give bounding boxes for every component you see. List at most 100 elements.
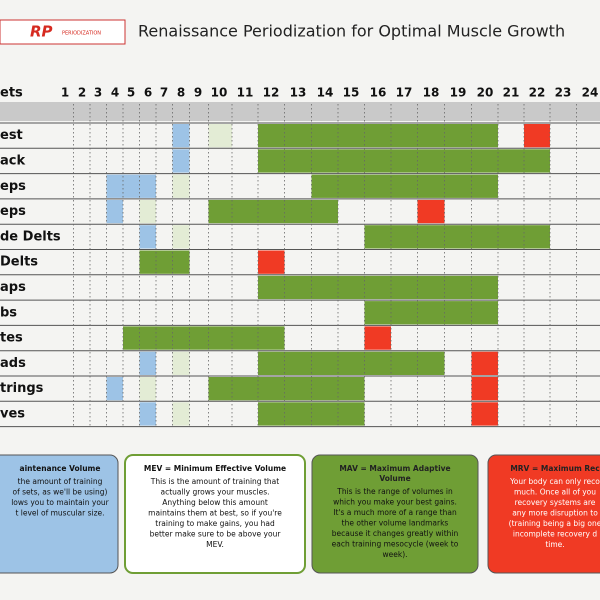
volume-range xyxy=(172,149,190,173)
volume-range xyxy=(139,351,156,375)
row-label: Delts xyxy=(0,255,38,270)
definition-box xyxy=(311,454,479,574)
box-text: Your body can only reco xyxy=(509,477,600,486)
column-number: 11 xyxy=(237,86,254,100)
column-number: 21 xyxy=(503,86,520,100)
row-label: tes xyxy=(0,331,23,346)
column-number: 16 xyxy=(370,86,387,100)
volume-range xyxy=(258,351,445,375)
volume-range xyxy=(258,250,285,274)
column-number: 15 xyxy=(343,86,360,100)
header-band xyxy=(0,102,600,121)
column-number: 6 xyxy=(144,86,152,100)
column-number: 12 xyxy=(263,86,280,100)
row-label: ves xyxy=(0,406,25,421)
box-text: (training being a big one xyxy=(509,519,600,528)
volume-range xyxy=(311,174,498,198)
column-number: 10 xyxy=(211,86,228,100)
column-number: 20 xyxy=(477,86,494,100)
volume-range xyxy=(208,124,232,148)
box-text: any more disruption to xyxy=(512,509,598,518)
box-text: which you make your best gains. xyxy=(333,498,457,507)
box-text: recovery systems are xyxy=(515,498,596,507)
box-text: MEV. xyxy=(206,540,224,549)
volume-range xyxy=(172,225,190,249)
column-number: 4 xyxy=(111,86,119,100)
column-number: 17 xyxy=(396,86,413,100)
column-number: 8 xyxy=(177,86,185,100)
box-title: aintenance Volume xyxy=(20,464,101,473)
corner-label: ets xyxy=(0,86,23,101)
volume-range xyxy=(106,377,123,401)
column-number: 2 xyxy=(78,86,86,100)
volume-range xyxy=(471,402,498,426)
box-text: the amount of training xyxy=(18,477,103,486)
volume-range xyxy=(258,402,365,426)
column-number: 19 xyxy=(450,86,467,100)
box-text: actually grows your muscles. xyxy=(160,488,269,497)
definition-box xyxy=(487,454,600,574)
volume-range xyxy=(172,174,190,198)
column-number: 22 xyxy=(529,86,546,100)
row-label: ads xyxy=(0,356,26,371)
row-label: trings xyxy=(0,381,44,396)
definition-box xyxy=(0,454,119,574)
box-text: better make sure to be above your xyxy=(150,530,282,539)
volume-range xyxy=(123,326,285,350)
row-label: eps xyxy=(0,179,26,194)
volume-range xyxy=(364,301,498,325)
column-number: 5 xyxy=(127,86,135,100)
box-text: because it changes greatly within xyxy=(332,529,459,538)
volume-range xyxy=(524,124,550,148)
column-number: 23 xyxy=(555,86,572,100)
box-text: of sets, as we'll be using) xyxy=(13,488,108,497)
box-text: Anything below this amount xyxy=(162,498,268,507)
volume-range xyxy=(208,199,338,224)
box-text: maintains them at best, so if you're xyxy=(148,509,282,518)
box-text: It's a much more of a range than xyxy=(333,508,457,517)
column-number: 9 xyxy=(194,86,202,100)
box-title: MAV = Maximum Adaptive xyxy=(339,464,450,473)
column-number: 1 xyxy=(61,86,69,100)
column-number: 7 xyxy=(160,86,168,100)
volume-range xyxy=(258,124,498,148)
volume-range xyxy=(364,326,391,350)
volume-range xyxy=(258,149,550,173)
box-text: This is the range of volumes in xyxy=(336,487,453,496)
column-number: 18 xyxy=(423,86,440,100)
volume-range xyxy=(139,377,156,401)
box-text: incomplete recovery d xyxy=(513,530,597,539)
row-label: de Delts xyxy=(0,229,61,244)
volume-range xyxy=(106,174,156,198)
column-number: 13 xyxy=(290,86,307,100)
volume-range xyxy=(139,250,190,274)
row-label: bs xyxy=(0,305,17,320)
row-label: eps xyxy=(0,204,26,219)
box-title: MRV = Maximum Rec xyxy=(510,464,599,473)
box-text: week). xyxy=(382,550,407,559)
volume-range xyxy=(364,225,550,249)
box-text: much. Once all of you xyxy=(514,488,596,497)
volume-range xyxy=(208,377,365,401)
logo: RP xyxy=(30,23,53,41)
volume-range xyxy=(172,124,190,148)
box-text: the other volume landmarks xyxy=(342,519,449,528)
box-text: training to make gains, you had xyxy=(155,519,275,528)
volume-range xyxy=(172,402,190,426)
definition-box xyxy=(124,454,306,574)
volume-range xyxy=(172,351,190,375)
column-number: 3 xyxy=(94,86,102,100)
box-text: each training mesocycle (week to xyxy=(332,540,459,549)
volume-range xyxy=(417,199,445,224)
volume-range xyxy=(139,225,156,249)
column-number: 14 xyxy=(317,86,334,100)
volume-range xyxy=(139,199,156,224)
box-title: Volume xyxy=(379,474,410,483)
volume-range xyxy=(139,402,156,426)
box-text: t level of muscular size. xyxy=(15,509,104,518)
volume-range xyxy=(106,199,123,224)
title: Renaissance Periodization for Optimal Mu… xyxy=(138,22,565,41)
logo-box xyxy=(0,19,126,45)
box-text: time. xyxy=(545,540,564,549)
